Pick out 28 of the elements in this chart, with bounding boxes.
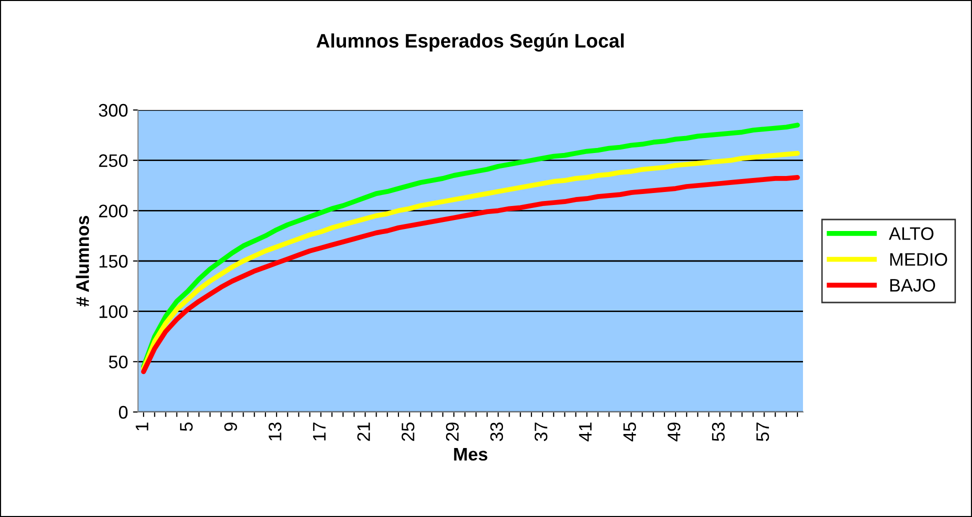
x-tick-label: 29	[446, 422, 459, 441]
legend-label: BAJO	[890, 278, 936, 292]
x-tick-label: 13	[268, 422, 282, 440]
x-tick-label: 37	[534, 422, 548, 442]
y-tick-label: 150	[100, 254, 128, 268]
x-tick-label: 25	[402, 422, 414, 441]
x-tick-label: 45	[623, 422, 636, 442]
y-tick-label: 300	[98, 104, 128, 117]
x-tick-label: 49	[668, 422, 680, 442]
x-tick-label: 53	[712, 422, 725, 442]
y-tick-label: 250	[99, 154, 128, 168]
x-tick-label: 9	[224, 422, 238, 431]
y-tick-label: 100	[100, 305, 128, 318]
x-axis-title: Mes	[454, 448, 488, 461]
y-axis-title: # Alumnos	[76, 216, 90, 306]
x-tick-label: 41	[579, 422, 592, 442]
legend-label: ALTO	[888, 227, 934, 240]
x-tick-label: 5	[180, 422, 193, 432]
x-tick-label: 57	[756, 422, 770, 442]
chart-title: Alumnos Esperados Según Local	[316, 33, 624, 52]
legend-label: MEDIO	[890, 253, 948, 266]
y-tick-label: 50	[108, 356, 128, 368]
y-tick-label: 0	[118, 406, 128, 419]
x-tick-label: 33	[490, 422, 504, 442]
x-tick-label: 1	[136, 422, 148, 430]
y-tick-label: 200	[99, 204, 128, 218]
x-tick-label: 17	[313, 422, 326, 440]
x-tick-label: 21	[357, 422, 370, 441]
